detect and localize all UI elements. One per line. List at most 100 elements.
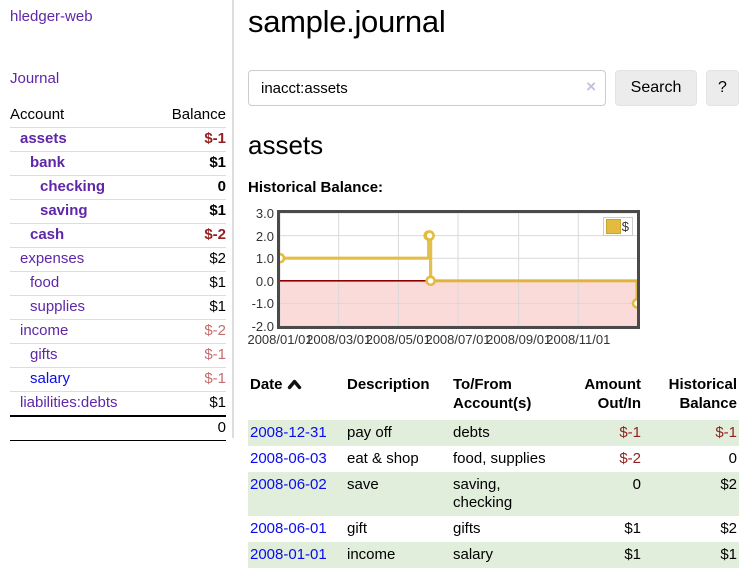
transaction-accounts: saving, checking — [453, 476, 513, 511]
chart-plot-area[interactable]: $ — [277, 210, 640, 329]
transaction-amount: $-1 — [619, 424, 641, 441]
sidebar-item-journal[interactable]: Journal — [10, 70, 60, 87]
x-axis-tick-label: 2008/03/01 — [306, 332, 372, 347]
account-balance: $-2 — [204, 322, 226, 339]
sidebar-account-link[interactable]: food — [30, 274, 60, 291]
legend-label: $ — [621, 219, 629, 234]
transaction-description: eat & shop — [347, 450, 419, 467]
transaction-date-link[interactable]: 2008-12-31 — [250, 424, 327, 441]
chart-title: Historical Balance: — [248, 179, 384, 196]
sidebar-account-link[interactable]: expenses — [20, 250, 85, 267]
account-row: gifts $-1 — [10, 343, 226, 368]
chart-legend: $ — [602, 217, 633, 236]
y-axis-tick-label: 1.0 — [255, 251, 274, 267]
accounts-header-balance: Balance — [171, 106, 226, 123]
search-form: × Search ? — [248, 70, 739, 106]
transaction-date-link[interactable]: 2008-06-02 — [250, 476, 327, 493]
balance-chart: $ 3.0 2.0 1.0 0.0 -1.0 -2.0 2008/01/01 2008/03… — [247, 207, 739, 350]
sidebar-account-link[interactable]: cash — [30, 226, 65, 243]
transaction-amount: $1 — [624, 546, 641, 563]
account-balance: 0 — [217, 178, 226, 195]
legend-swatch-icon — [605, 219, 621, 234]
sidebar-account-link[interactable]: saving — [40, 202, 88, 219]
clear-search-icon[interactable]: × — [586, 77, 596, 96]
transaction-description: save — [347, 476, 379, 493]
account-row: liabilities:debts $1 — [10, 391, 226, 417]
register-row: 2008-06-01 gift gifts $1 $2 — [248, 516, 739, 542]
account-balance: $2 — [209, 250, 226, 267]
register-header-amount: Amount Out/In — [584, 376, 641, 412]
transaction-balance: $2 — [720, 476, 737, 493]
account-row: supplies $1 — [10, 295, 226, 320]
register-row: 2008-01-01 income salary $1 $1 — [248, 542, 739, 568]
x-axis-tick-label: 2008/11/01 — [546, 332, 611, 347]
page-title: sample.journal — [248, 4, 446, 39]
accounts-total-row: 0 — [10, 416, 226, 441]
y-axis-tick-label: 2.0 — [255, 228, 274, 244]
search-input[interactable] — [248, 70, 606, 106]
transaction-date-link[interactable]: 2008-01-01 — [250, 546, 327, 563]
transaction-description: gift — [347, 520, 368, 537]
register-row: 2008-12-31 pay off debts $-1 $-1 — [248, 420, 739, 446]
transaction-description: income — [347, 546, 396, 563]
transaction-date-link[interactable]: 2008-06-01 — [250, 520, 327, 537]
register-row: 2008-06-02 save saving, checking 0 $2 — [248, 472, 739, 516]
accounts-total: 0 — [217, 419, 226, 436]
account-balance: $-1 — [204, 346, 226, 363]
account-row: checking 0 — [10, 175, 226, 200]
transaction-description: pay off — [347, 424, 392, 441]
transaction-amount: $-2 — [619, 450, 641, 467]
account-row: income $-2 — [10, 319, 226, 344]
sidebar-account-link[interactable]: gifts — [30, 346, 58, 363]
app-title-link[interactable]: hledger-web — [10, 8, 93, 25]
transaction-accounts: salary — [453, 546, 494, 563]
account-row: saving $1 — [10, 199, 226, 224]
account-row: food $1 — [10, 271, 226, 296]
sidebar-account-link[interactable]: supplies — [30, 298, 86, 315]
transaction-date-link[interactable]: 2008-06-03 — [250, 450, 327, 467]
accounts-table: Account Balance assets $-1 bank $1 checking 0… — [10, 103, 226, 441]
sidebar-account-link[interactable]: assets — [20, 130, 67, 147]
sidebar-account-link[interactable]: liabilities:debts — [20, 394, 118, 411]
register-table: Date Description To/From Account(s) Amoun… — [248, 372, 739, 568]
y-axis-tick-label: -1.0 — [251, 296, 274, 312]
account-row: salary $-1 — [10, 367, 226, 392]
sidebar-account-link[interactable]: bank — [30, 154, 66, 171]
transaction-balance: $2 — [720, 520, 737, 537]
register-header-accounts: To/From Account(s) — [453, 376, 532, 412]
main-content: sample.journal × Search ? assets Histori… — [247, 0, 739, 568]
sidebar-account-link[interactable]: checking — [40, 178, 106, 195]
register-row: 2008-06-03 eat & shop food, supplies $-2 0 — [248, 446, 739, 472]
account-balance: $-2 — [204, 226, 226, 243]
transaction-accounts: food, supplies — [453, 450, 546, 467]
register-header-row: Date Description To/From Account(s) Amoun… — [248, 372, 739, 420]
x-axis-tick-label: 2008/01/01 — [247, 332, 313, 347]
sidebar-account-link[interactable]: income — [20, 322, 69, 339]
sidebar-account-link[interactable]: salary — [30, 370, 71, 387]
accounts-header-account: Account — [10, 106, 65, 123]
transaction-amount: 0 — [632, 476, 641, 493]
account-heading: assets — [248, 130, 324, 160]
transaction-balance: $1 — [720, 546, 737, 563]
x-axis-tick-label: 2008/05/01 — [365, 332, 431, 347]
account-balance: $1 — [209, 202, 226, 219]
account-balance: $1 — [209, 154, 226, 171]
account-row: assets $-1 — [10, 127, 226, 152]
account-row: cash $-2 — [10, 223, 226, 248]
transaction-balance: $-1 — [715, 424, 737, 441]
register-header-date[interactable]: Date — [248, 372, 345, 420]
y-axis-tick-label: 0.0 — [255, 273, 274, 289]
transaction-accounts: debts — [453, 424, 490, 441]
account-row: expenses $2 — [10, 247, 226, 272]
account-balance: $1 — [209, 298, 226, 315]
account-balance: $-1 — [204, 370, 226, 387]
accounts-tbody: assets $-1 bank $1 checking 0 saving $1 cash $-2 e… — [10, 127, 226, 441]
account-balance: $-1 — [204, 130, 226, 147]
search-button[interactable]: Search — [615, 70, 697, 106]
x-axis-tick-label: 2008/07/01 — [425, 332, 491, 347]
search-box: × — [248, 70, 606, 106]
help-button[interactable]: ? — [706, 70, 739, 106]
chart-plot-svg — [280, 213, 637, 326]
y-axis-tick-label: -2.0 — [251, 319, 274, 334]
register-header-balance: Historical Balance — [668, 376, 737, 412]
